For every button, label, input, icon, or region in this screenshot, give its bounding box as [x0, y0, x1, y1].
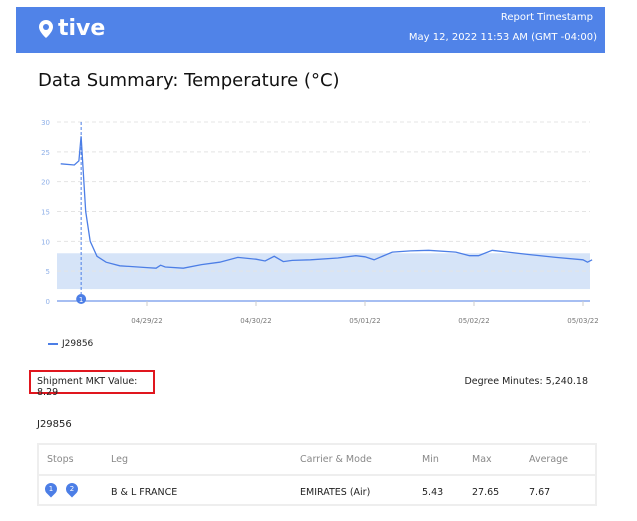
title-prefix: Data Summary:	[38, 70, 179, 91]
y-tick-label: 10	[41, 238, 50, 246]
legs-table: Stops Leg Carrier & Mode Min Max Average…	[37, 443, 597, 506]
stop-marker-1[interactable]: 1	[42, 480, 60, 498]
y-tick-label: 25	[41, 149, 50, 157]
title-metric: Temperature (°C)	[178, 70, 340, 91]
timestamp-label: Report Timestamp	[500, 12, 593, 23]
average-cell: 7.67	[529, 487, 551, 498]
y-tick-label: 5	[46, 268, 50, 276]
stop-number: 2	[69, 485, 75, 493]
mkt-value: Shipment MKT Value: 8.29	[29, 370, 155, 398]
legend-label: J29856	[62, 339, 94, 349]
x-tick-label: 05/03/22	[567, 317, 598, 325]
x-tick-label: 04/30/22	[240, 317, 271, 325]
report-header: tive Report Timestamp May 12, 2022 11:53…	[16, 7, 605, 53]
leg-cell: B & L FRANCE	[111, 487, 178, 498]
location-pin-icon	[39, 19, 53, 38]
y-tick-label: 20	[41, 179, 50, 187]
degree-minutes: Degree Minutes: 5,240.18	[464, 376, 588, 387]
y-tick-label: 15	[41, 209, 50, 217]
page-title: Data Summary: Temperature (°C)	[38, 70, 340, 91]
stop-marker-label: 1	[79, 296, 83, 304]
header-max: Max	[472, 454, 492, 465]
table-header-row: Stops Leg Carrier & Mode Min Max Average	[39, 445, 595, 476]
x-tick-label: 05/02/22	[458, 317, 489, 325]
x-tick-label: 04/29/22	[131, 317, 162, 325]
y-tick-label: 30	[41, 119, 50, 127]
stop-marker-pin	[76, 294, 87, 304]
timestamp-value: May 12, 2022 11:53 AM (GMT -04:00)	[408, 32, 597, 43]
x-tick-label: 05/01/22	[349, 317, 380, 325]
series-line-j29856	[60, 136, 593, 269]
carrier-cell: EMIRATES (Air)	[300, 487, 371, 498]
tive-logo: tive	[38, 16, 105, 41]
max-cell: 27.65	[472, 487, 500, 498]
shipment-id: J29856	[37, 419, 72, 430]
legend-line-swatch	[48, 343, 58, 345]
header-min: Min	[422, 454, 439, 465]
stop-marker-2[interactable]: 2	[63, 480, 81, 498]
header-stops: Stops	[47, 454, 74, 465]
header-average: Average	[529, 454, 569, 465]
temperature-chart: 0 5 10 15 20 25 30 04/29/22 04/30/22 05/01/22 05/0…	[41, 119, 599, 325]
min-cell: 5.43	[422, 487, 444, 498]
stop-number: 1	[48, 485, 54, 493]
header-leg: Leg	[111, 454, 129, 465]
y-tick-label: 0	[46, 298, 50, 306]
chart-legend[interactable]: J29856	[48, 339, 93, 349]
table-row[interactable]: 1 2 B & L FRANCE EMIRATES (Air) 5.43 27.…	[39, 478, 595, 506]
logo-text: tive	[58, 16, 106, 41]
header-carrier: Carrier & Mode	[300, 454, 372, 465]
